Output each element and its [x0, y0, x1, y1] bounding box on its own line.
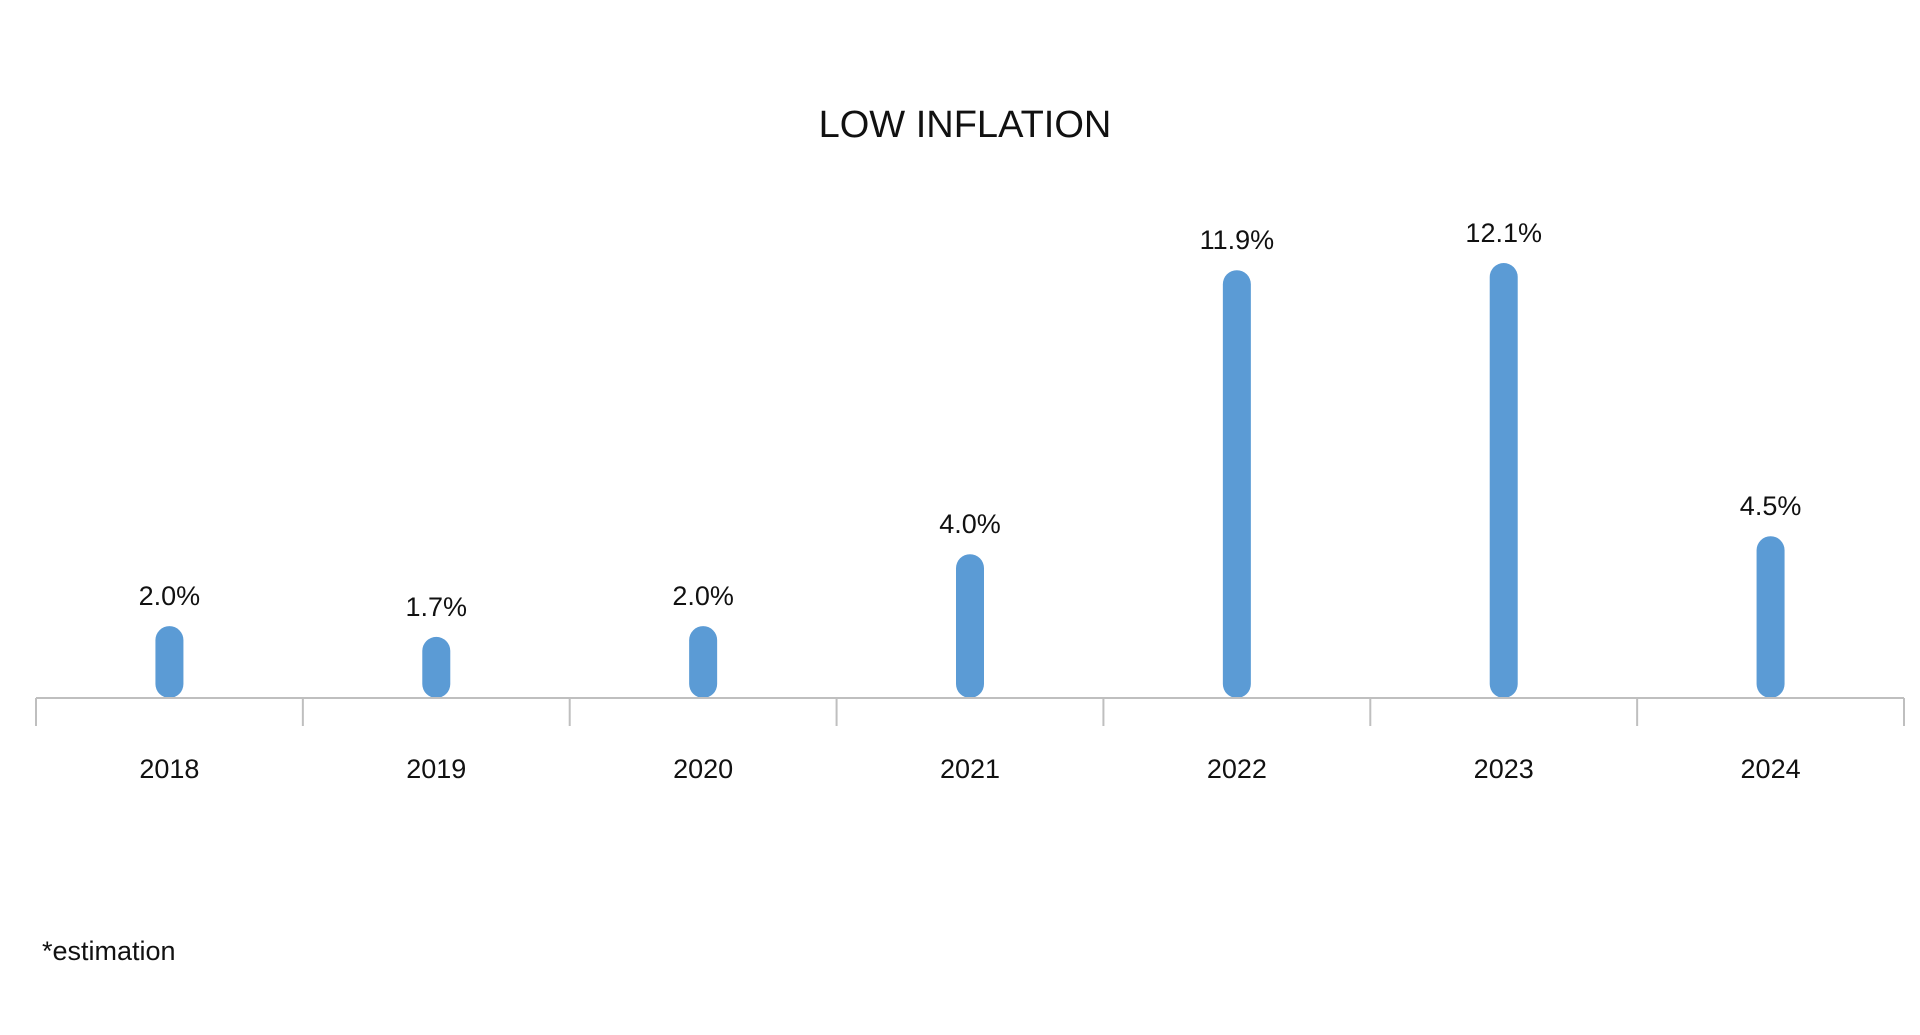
data-label-2020: 2.0% — [672, 581, 734, 611]
x-tick-label-2024: 2024 — [1741, 754, 1801, 784]
bars-group — [155, 263, 1785, 698]
x-tick-label-2019: 2019 — [406, 754, 466, 784]
data-label-2022: 11.9% — [1200, 225, 1275, 255]
x-tick-label-2021: 2021 — [940, 754, 1000, 784]
bar-2018 — [155, 626, 184, 698]
x-axis — [35, 697, 1905, 726]
bar-2019 — [422, 636, 451, 698]
x-tick-label-2020: 2020 — [673, 754, 733, 784]
bar-2022 — [1222, 270, 1251, 698]
bar-2021 — [956, 554, 984, 698]
bar-2023 — [1489, 263, 1518, 698]
x-tick-label-2018: 2018 — [139, 754, 199, 784]
x-tick-label-2022: 2022 — [1207, 754, 1267, 784]
data-label-2023: 12.1% — [1465, 218, 1542, 248]
data-label-2024: 4.5% — [1740, 491, 1802, 521]
x-tick-labels: 2018 2019 2020 2021 2022 2023 2024 — [139, 754, 1800, 784]
data-label-2019: 1.7% — [406, 592, 468, 622]
data-label-2018: 2.0% — [139, 581, 201, 611]
chart-title: LOW INFLATION — [819, 104, 1112, 146]
value-labels-group: 2.0% 1.7% 2.0% 4.0% 11.9% 12.1% 4.5% — [139, 218, 1802, 622]
bar-2024 — [1756, 536, 1785, 698]
footnote: *estimation — [42, 936, 176, 966]
bar-2020 — [689, 626, 718, 698]
data-label-2021: 4.0% — [939, 509, 1001, 539]
x-tick-label-2023: 2023 — [1474, 754, 1534, 784]
